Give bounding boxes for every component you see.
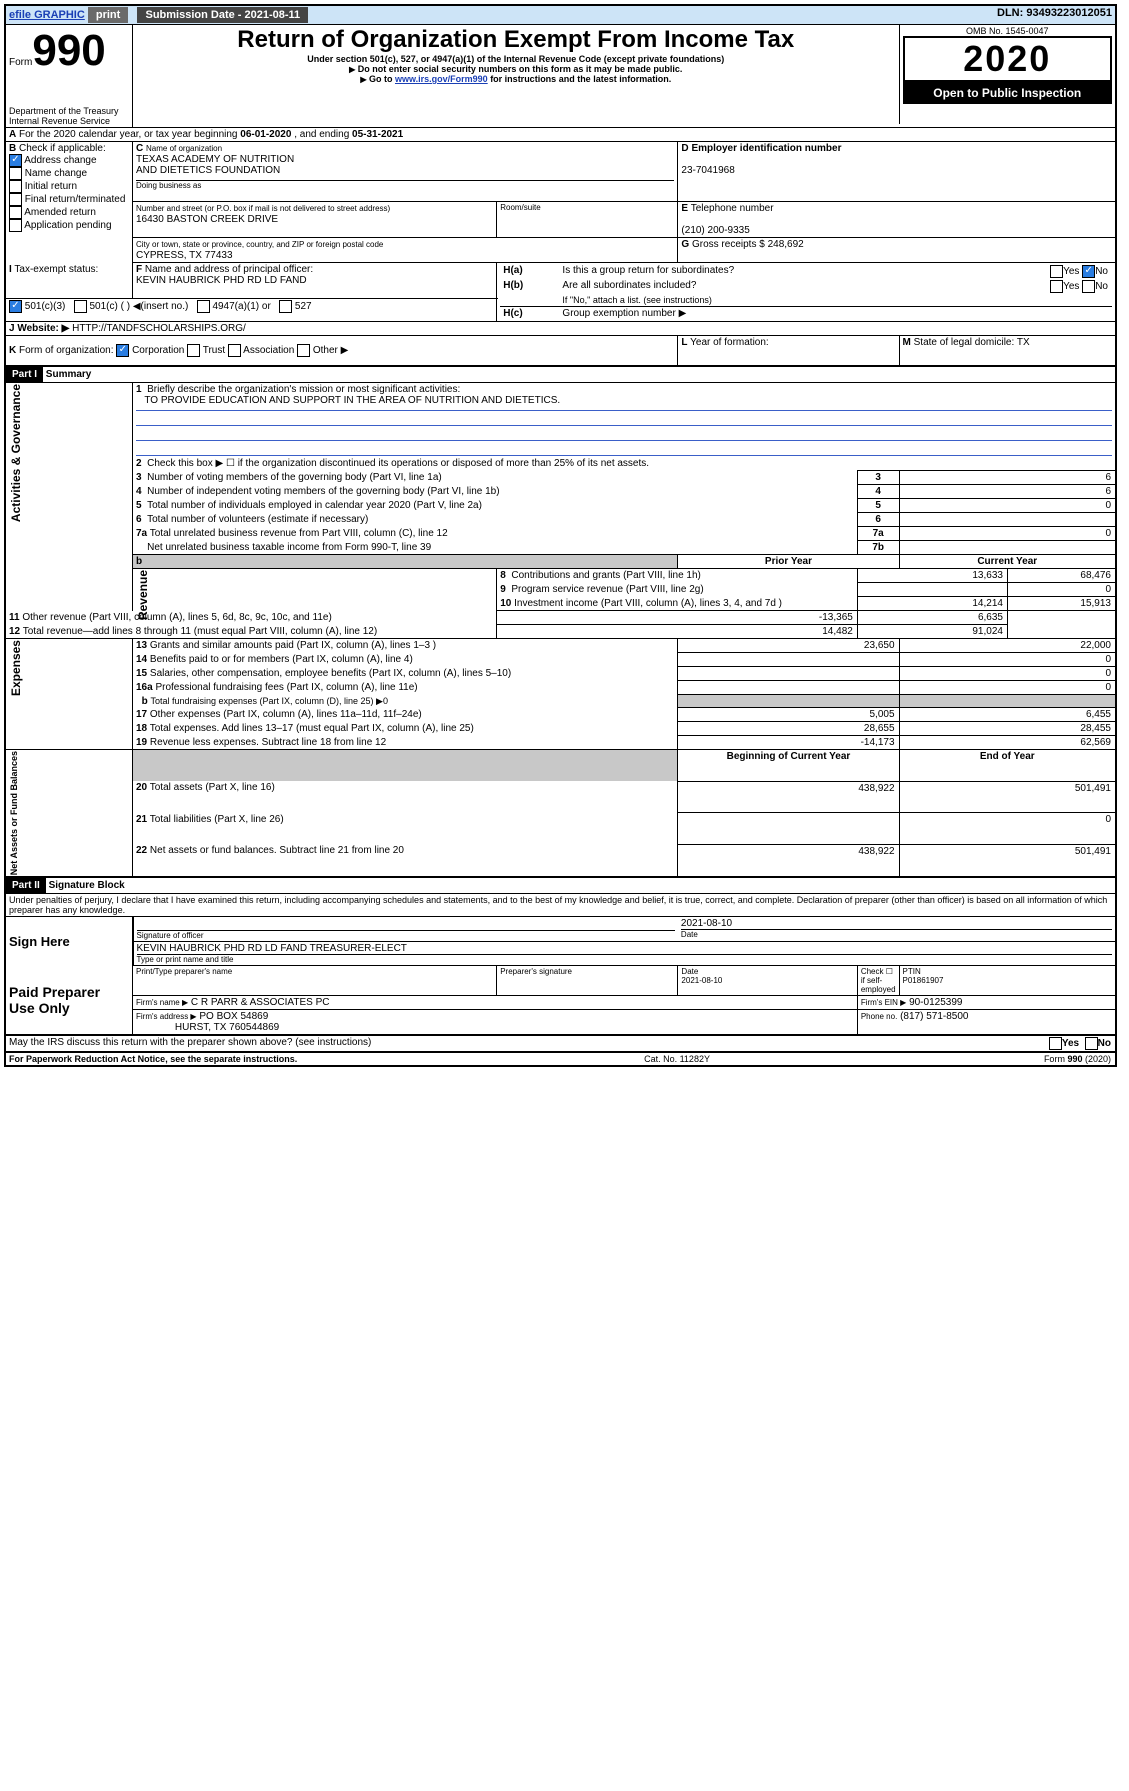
efile-link[interactable]: efile GRAPHIC [9,9,85,21]
501c3-check[interactable]: ✓ [9,300,22,313]
header-right: OMB No. 1545-0047 2020 Open to Public In… [899,25,1116,125]
4947-check[interactable] [197,300,210,313]
officer-name: KEVIN HAUBRICK PHD RD LD FAND TREASURER-… [137,943,1113,954]
side-gov: Activities & Governance [9,384,23,522]
firm-ein: 90-0125399 [909,997,962,1008]
initial-return-check[interactable] [9,180,22,193]
gross-receipts: 248,692 [768,239,804,250]
name-change-check[interactable] [9,167,22,180]
final-return-check[interactable] [9,193,22,206]
topbar: efile GRAPHIC print Submission Date - 20… [5,5,1116,25]
officer: KEVIN HAUBRICK PHD RD LD FAND [136,275,307,286]
amended-check[interactable] [9,206,22,219]
assoc-check[interactable] [228,344,241,357]
line3: 6 [899,471,1116,485]
side-exp: Expenses [9,640,23,696]
line-A: A For the 2020 calendar year, or tax yea… [5,128,1116,142]
I-label: I Tax-exempt status: [5,263,133,299]
form-version: Form 990 (2020) [857,1052,1116,1066]
discuss-no[interactable] [1085,1037,1098,1050]
form-id: Form990 Department of the Treasury Inter… [5,25,133,128]
app-pending-check[interactable] [9,219,22,232]
addr-change-check[interactable]: ✓ [9,154,22,167]
firm-name: C R PARR & ASSOCIATES PC [191,997,330,1008]
527-check[interactable] [279,300,292,313]
form-title: Return of Organization Exempt From Incom… [136,26,896,54]
tax-year: 2020 [903,36,1112,82]
declaration: Under penalties of perjury, I declare th… [5,894,1116,917]
dept: Department of the Treasury Internal Reve… [9,106,129,126]
Ha-yes[interactable] [1050,265,1063,278]
Ha-no[interactable]: ✓ [1082,265,1095,278]
other-check[interactable] [297,344,310,357]
discuss-yes[interactable] [1049,1037,1062,1050]
corp-check[interactable]: ✓ [116,344,129,357]
addr: 16430 BASTON CREEK DRIVE [136,214,278,225]
trust-check[interactable] [187,344,200,357]
domicile: TX [1017,337,1030,348]
print-button[interactable]: print [88,7,128,23]
prep-phone: (817) 571-8500 [900,1011,968,1022]
paid-preparer: Paid Preparer Use Only [5,966,133,1036]
instructions-link[interactable]: www.irs.gov/Form990 [395,74,488,84]
org-name: TEXAS ACADEMY OF NUTRITION AND DIETETICS… [136,154,294,176]
side-rev: Revenue [136,570,150,620]
website: HTTP://TANDFSCHOLARSHIPS.ORG/ [72,323,246,334]
Hb-no[interactable] [1082,280,1095,293]
ptin: P01861907 [903,976,944,985]
submission-date: Submission Date - 2021-08-11 [137,7,308,23]
part1-hdr: Part I [6,367,43,382]
firm-addr2: HURST, TX 760544869 [175,1022,279,1033]
ein: 23-7041968 [681,165,734,176]
header-center: Return of Organization Exempt From Incom… [133,25,900,125]
Hb-yes[interactable] [1050,280,1063,293]
sign-here: Sign Here [5,917,133,966]
open-public: Open to Public Inspection [903,82,1112,104]
side-net: Net Assets or Fund Balances [9,751,19,875]
mission: TO PROVIDE EDUCATION AND SUPPORT IN THE … [144,395,560,406]
section-B: B Check if applicable: ✓ Address change … [5,142,133,263]
501c-check[interactable] [74,300,87,313]
part2-hdr: Part II [6,878,46,893]
phone: (210) 200-9335 [681,225,749,236]
city: CYPRESS, TX 77433 [136,250,233,261]
dln: DLN: 93493223012051 [997,7,1112,19]
